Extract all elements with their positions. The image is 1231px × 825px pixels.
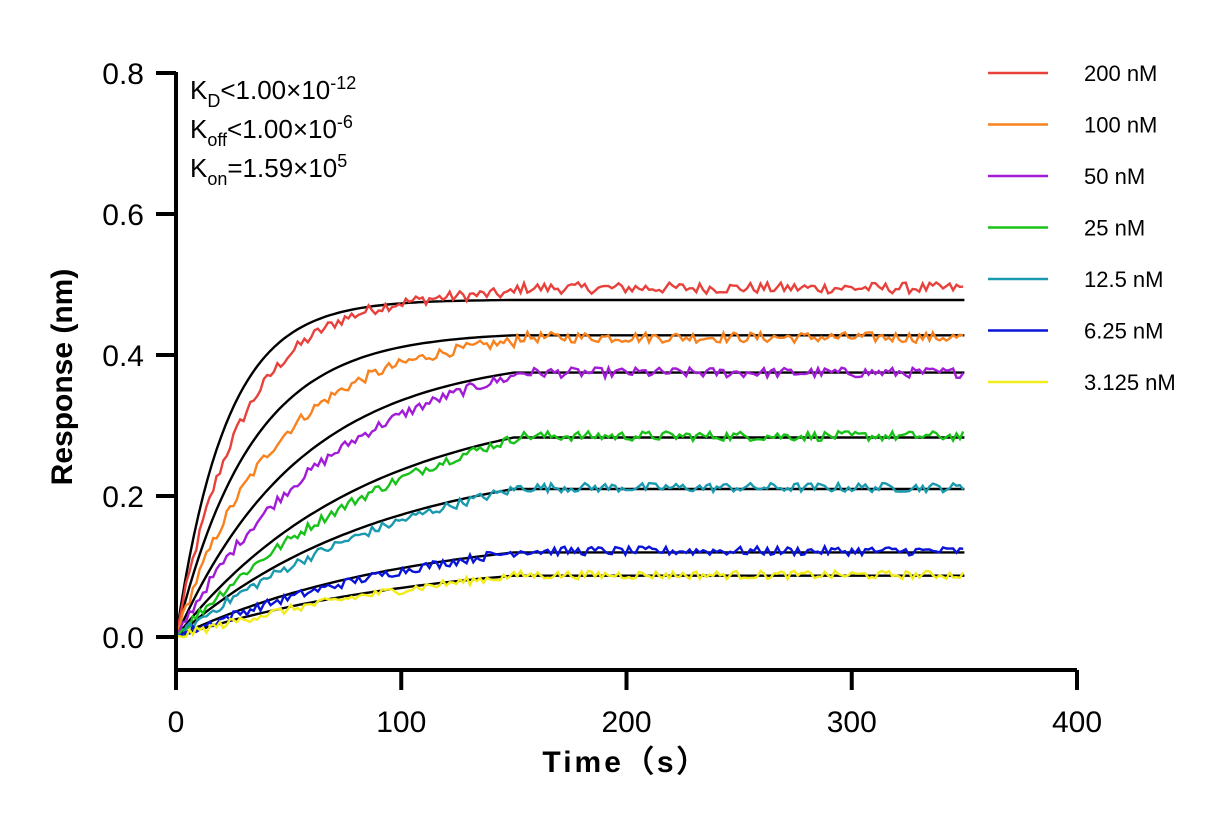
legend-label: 25 nM: [1084, 216, 1145, 241]
x-tick-label: 400: [1052, 706, 1102, 739]
series-line: [175, 568, 965, 639]
kinetic-constant-label: Kon=1.59×105: [190, 151, 347, 189]
legend-label: 12.5 nM: [1084, 267, 1164, 292]
legend-label: 50 nM: [1084, 164, 1145, 189]
kinetic-constant-label: KD<1.00×10-12: [190, 73, 356, 111]
x-tick-label: 200: [601, 706, 651, 739]
x-tick-label: 0: [168, 706, 185, 739]
series-line: [174, 329, 964, 638]
legend-label: 100 nM: [1084, 113, 1157, 138]
x-ticks: 0 100 200 300 400: [168, 670, 1102, 739]
fit-curve: [174, 298, 965, 638]
legend: 200 nM 100 nM 50 nM 25 nM 12.5 nM 6.25 nM 3.12…: [988, 61, 1176, 395]
y-tick-label: 0.6: [102, 199, 144, 232]
legend-label: 3.125 nM: [1084, 370, 1176, 395]
fit-curve: [175, 574, 965, 639]
y-tick-label: 0.4: [102, 340, 144, 373]
y-ticks: 0.0 0.2 0.4 0.6 0.8: [102, 58, 176, 655]
series-line: [174, 279, 964, 638]
y-tick-label: 0.2: [102, 481, 144, 514]
kinetic-constant-label: Koff<1.00×10-6: [190, 112, 353, 150]
legend-label: 200 nM: [1084, 61, 1157, 86]
series-line: [175, 543, 964, 639]
series-line: [175, 480, 965, 638]
data-series: [174, 279, 965, 639]
x-tick-label: 300: [827, 706, 877, 739]
y-tick-label: 0.8: [102, 58, 144, 91]
y-axis-title: Response (nm): [46, 269, 79, 486]
fit-curve: [175, 551, 965, 639]
series-line: [174, 364, 965, 638]
series-line: [175, 428, 965, 638]
fit-curve: [174, 371, 965, 638]
y-tick-label: 0.0: [102, 622, 144, 655]
x-axis-title: Time（s）: [542, 745, 709, 779]
x-tick-label: 100: [376, 706, 426, 739]
legend-label: 6.25 nM: [1084, 319, 1164, 344]
